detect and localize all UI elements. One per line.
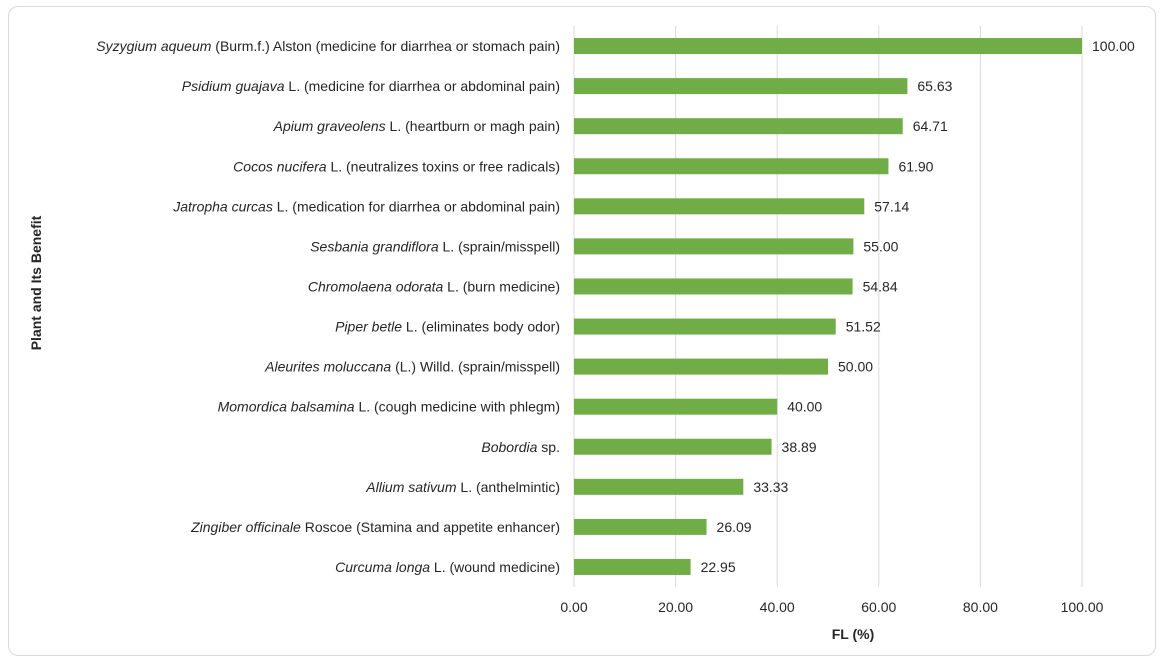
bar-value-label: 26.09 (717, 519, 752, 535)
bar (574, 438, 772, 455)
x-tick-label: 0.00 (560, 599, 587, 615)
bar-value-label: 61.90 (898, 158, 933, 174)
bar (574, 478, 744, 495)
bar (574, 558, 691, 575)
category-label: Apium graveolens L. (heartburn or magh p… (273, 118, 560, 134)
category-label: Curcuma longa L. (wound medicine) (335, 559, 560, 575)
category-label: Aleurites moluccana (L.) Willd. (sprain/… (264, 359, 560, 375)
bar-value-label: 50.00 (838, 359, 873, 375)
bar (574, 398, 778, 415)
bar (574, 238, 854, 255)
category-label: Psidium guajava L. (medicine for diarrhe… (182, 78, 560, 94)
category-label: Allium sativum L. (anthelmintic) (365, 479, 560, 495)
bar (574, 78, 908, 95)
category-labels: Syzygium aqueum (Burm.f.) Alston (medici… (96, 38, 560, 575)
x-tick-label: 40.00 (760, 599, 795, 615)
x-axis-title: FL (%) (832, 626, 875, 642)
x-tick-labels: 0.00 20.00 40.00 60.00 80.00 100.00 (560, 599, 1103, 615)
bar (574, 38, 1082, 55)
bars (574, 38, 1082, 575)
bar (574, 358, 828, 375)
bar (574, 198, 865, 215)
category-label: Chromolaena odorata L. (burn medicine) (308, 278, 560, 294)
category-label: Jatropha curcas L. (medication for diarr… (172, 198, 560, 214)
bar-value-label: 40.00 (787, 399, 822, 415)
bar-value-label: 100.00 (1092, 38, 1135, 54)
x-tick-label: 60.00 (861, 599, 896, 615)
category-label: Sesbania grandiflora L. (sprain/misspell… (310, 238, 560, 254)
bar-value-label: 51.52 (846, 319, 881, 335)
bar-value-label: 65.63 (917, 78, 952, 94)
grid-lines (573, 26, 1083, 587)
category-label: Zingiber officinale Roscoe (Stamina and … (190, 519, 560, 535)
bar-value-label: 54.84 (863, 278, 898, 294)
x-tick-label: 80.00 (963, 599, 998, 615)
category-label: Bobordia sp. (481, 439, 560, 455)
bar-value-label: 38.89 (782, 439, 817, 455)
bar (574, 118, 903, 135)
x-tick-label: 100.00 (1061, 599, 1104, 615)
bar-value-label: 22.95 (701, 559, 736, 575)
bar-value-label: 33.33 (753, 479, 788, 495)
bar-value-label: 57.14 (874, 198, 909, 214)
category-label: Momordica balsamina L. (cough medicine w… (218, 399, 560, 415)
value-labels: 100.00 65.63 64.71 61.90 57.14 55.00 54.84 51.5… (701, 38, 1135, 575)
category-label: Piper betle L. (eliminates body odor) (335, 319, 560, 335)
y-axis-title: Plant and Its Benefit (28, 215, 44, 350)
bar (574, 158, 889, 175)
bar (574, 518, 707, 535)
category-label: Syzygium aqueum (Burm.f.) Alston (medici… (96, 38, 560, 54)
bar (574, 278, 853, 295)
x-tick-label: 20.00 (658, 599, 693, 615)
bar (574, 318, 836, 335)
bar-value-label: 64.71 (913, 118, 948, 134)
category-label: Cocos nucifera L. (neutralizes toxins or… (233, 158, 560, 174)
bar-value-label: 55.00 (863, 238, 898, 254)
